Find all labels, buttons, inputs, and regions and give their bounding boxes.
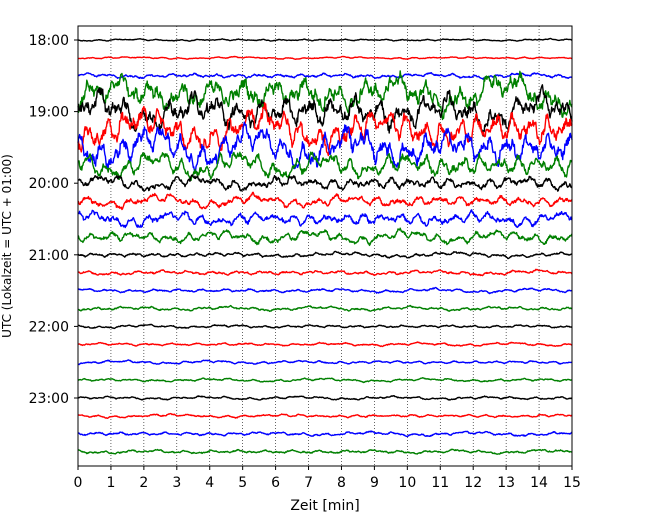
- seismogram-trace: [77, 72, 573, 80]
- seismogram-trace: [77, 359, 573, 366]
- x-tick-label: 4: [205, 475, 214, 491]
- y-tick-label: 18:00: [29, 33, 69, 49]
- seismogram-trace: [77, 37, 573, 42]
- x-grid: [110, 26, 540, 466]
- y-axis-ticks: 18:00 19:00 20:00 21:00 22:00 23:00: [29, 33, 78, 407]
- seismogram-trace: [77, 250, 573, 260]
- y-tick-label: 20:00: [29, 176, 69, 192]
- y-axis-label: UTC (Lokalzeit = UTC + 01:00): [0, 154, 14, 338]
- seismogram-trace: [77, 70, 573, 121]
- seismogram-trace: [77, 174, 573, 192]
- x-tick-label: 10: [398, 475, 416, 491]
- x-tick-label: 7: [304, 475, 313, 491]
- y-tick-label: 23:00: [29, 391, 69, 407]
- seismogram-trace: [77, 395, 573, 401]
- x-tick-label: 5: [238, 475, 247, 491]
- x-axis-ticks: 0 1 2 3 4 5 6 7 8 9 10 11 12 13 14 15: [74, 466, 581, 491]
- x-axis-label: Zeit [min]: [290, 498, 359, 514]
- x-tick-label: 15: [563, 475, 581, 491]
- y-tick-label: 22:00: [29, 319, 69, 335]
- traces: [77, 37, 573, 455]
- plot-frame: [77, 25, 573, 467]
- x-tick-label: 14: [530, 475, 548, 491]
- seismogram-trace: [77, 430, 573, 438]
- seismogram-trace: [77, 323, 573, 330]
- y-tick-label: 19:00: [29, 105, 69, 121]
- x-tick-label: 6: [271, 475, 280, 491]
- seismogram-trace: [77, 304, 573, 313]
- x-tick-label: 9: [370, 475, 379, 491]
- seismogram-trace: [77, 55, 573, 60]
- x-tick-label: 11: [431, 475, 449, 491]
- seismogram-trace: [77, 341, 573, 348]
- seismogram-trace: [77, 448, 573, 455]
- seismogram-trace: [77, 227, 573, 247]
- x-tick-label: 0: [74, 475, 83, 491]
- seismogram-trace: [77, 209, 573, 229]
- x-tick-label: 3: [172, 475, 181, 491]
- x-tick-label: 2: [139, 475, 148, 491]
- seismogram-trace: [77, 121, 573, 173]
- x-tick-label: 1: [106, 475, 115, 491]
- seismogram-trace: [77, 286, 573, 295]
- seismogram-trace: [77, 377, 573, 384]
- x-tick-label: 8: [337, 475, 346, 491]
- seismogram-trace: [77, 191, 573, 211]
- seismogram-trace: [77, 151, 573, 181]
- seismogram-trace: [77, 412, 573, 419]
- y-tick-label: 21:00: [29, 248, 69, 264]
- seismogram-trace: [77, 102, 573, 157]
- x-tick-label: 12: [464, 475, 482, 491]
- x-tick-label: 13: [497, 475, 515, 491]
- seismogram-trace: [77, 268, 573, 277]
